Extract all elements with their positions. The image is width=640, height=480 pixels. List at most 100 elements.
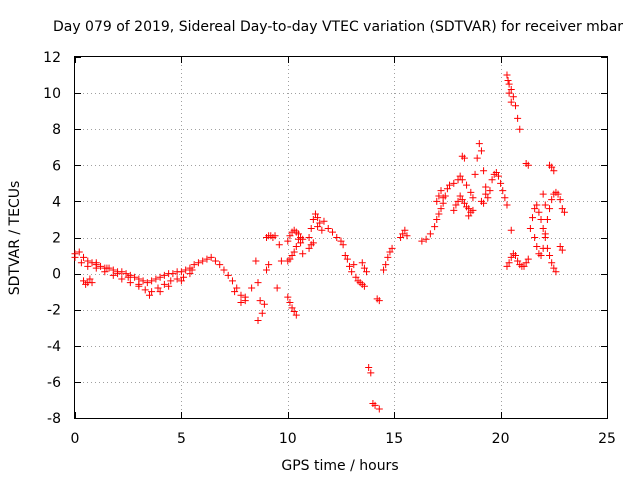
data-point [126,279,134,287]
data-point [299,250,307,258]
data-point [454,197,462,205]
data-point [343,255,351,263]
y-tick-label: 12 [43,50,61,66]
data-point [546,205,554,213]
data-point [435,210,443,218]
y-tick-label: 0 [52,267,61,283]
data-point [522,259,530,267]
data-point [480,167,488,175]
y-tick-label: -2 [47,303,61,319]
data-point [501,194,509,202]
data-point [114,270,122,278]
data-point [499,187,507,195]
data-point [290,308,298,316]
data-point [467,188,475,196]
y-axis-label: SDTVAR / TECUs [7,181,23,296]
data-point [97,262,105,270]
data-point [558,205,566,213]
data-point [507,85,515,93]
data-point [92,259,100,267]
data-point [286,255,294,263]
data-point [477,147,485,155]
data-point [550,264,558,272]
data-point [397,234,405,241]
data-point [328,228,336,236]
data-point [80,277,88,285]
data-point [504,76,512,84]
data-point [139,277,147,285]
data-point [497,179,505,187]
data-point [524,161,532,169]
data-point [556,196,564,204]
data-point [511,102,519,110]
data-point [548,196,556,204]
data-point [469,194,477,202]
data-point [169,270,177,278]
data-point [231,288,239,296]
data-point [288,304,296,312]
data-point [358,259,366,267]
x-tick-label: 0 [71,431,80,447]
data-point [271,232,279,240]
data-point [360,282,368,290]
data-point [399,230,407,238]
data-point [494,172,502,180]
data-point [109,271,117,279]
data-point [458,176,466,184]
data-point [80,253,88,261]
data-point [324,224,332,232]
data-point [143,279,151,287]
data-point [254,279,262,287]
data-point [460,154,468,162]
data-point [145,291,153,299]
data-point [122,270,130,278]
data-point [433,215,441,223]
data-point [539,224,547,232]
data-point [492,169,500,177]
data-point [437,187,445,195]
data-point [456,172,464,180]
data-point [152,275,160,283]
data-point [458,196,466,204]
data-point [541,230,549,238]
data-point [284,237,292,245]
data-point [507,226,515,234]
data-point [426,230,434,238]
data-point [237,298,245,306]
data-point [435,192,443,200]
y-tick-label: 6 [52,158,61,174]
x-tick-label: 20 [492,431,510,447]
y-tick-labels: -8 -6 -4 -2 0 2 4 6 8 10 12 [43,50,61,427]
data-point [188,266,196,274]
data-point [190,261,198,269]
data-point [339,241,347,249]
data-point [228,277,236,285]
data-point [371,401,379,409]
y-tick-label: 10 [43,86,61,102]
data-point [241,293,249,301]
data-point [292,243,300,251]
data-point [314,214,322,222]
data-point [216,261,224,269]
data-point [148,288,156,296]
data-point [539,190,547,198]
data-point [431,223,439,231]
data-point [220,266,228,274]
data-point [199,257,207,265]
data-point [388,244,396,252]
data-point [101,268,109,276]
data-point [248,284,256,292]
data-point [237,291,245,299]
data-point [465,205,473,213]
x-tick-label: 25 [598,431,616,447]
data-point [531,205,539,213]
data-point [560,208,568,216]
x-axis-label: GPS time / hours [281,458,398,474]
data-point [503,262,511,270]
data-point [452,201,460,209]
x-tick-labels: 0 5 10 15 20 25 [71,431,616,447]
data-point [131,273,139,281]
data-point [465,212,473,220]
y-tick-label: -8 [47,411,61,427]
